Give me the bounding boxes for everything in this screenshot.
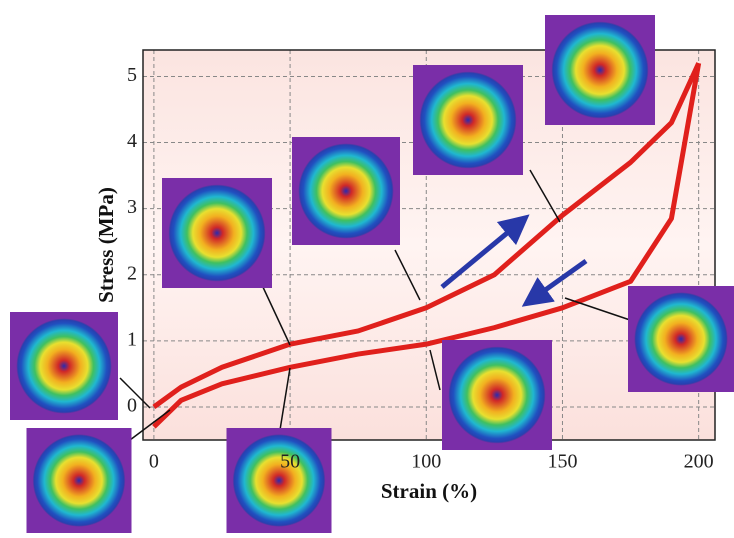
x-tick-label: 0 <box>149 451 159 473</box>
x-tick-label: 150 <box>547 451 577 473</box>
y-axis-label: Stress (MPa) <box>94 187 118 303</box>
y-tick-label: 1 <box>127 328 137 350</box>
page: {"chart_data": {"type": "line", "xlabel"… <box>0 0 734 533</box>
x-tick-label: 100 <box>411 451 441 473</box>
x-tick-label: 200 <box>684 451 714 473</box>
y-tick-label: 2 <box>127 262 137 284</box>
x-tick-label: 50 <box>280 451 300 473</box>
chart: Strain (%) Stress (MPa) 0123450501001502… <box>0 0 734 533</box>
y-tick-label: 3 <box>127 196 137 218</box>
y-tick-label: 5 <box>127 64 137 86</box>
y-tick-label: 4 <box>127 130 137 152</box>
y-tick-label: 0 <box>127 395 137 417</box>
x-axis-label: Strain (%) <box>381 479 477 503</box>
